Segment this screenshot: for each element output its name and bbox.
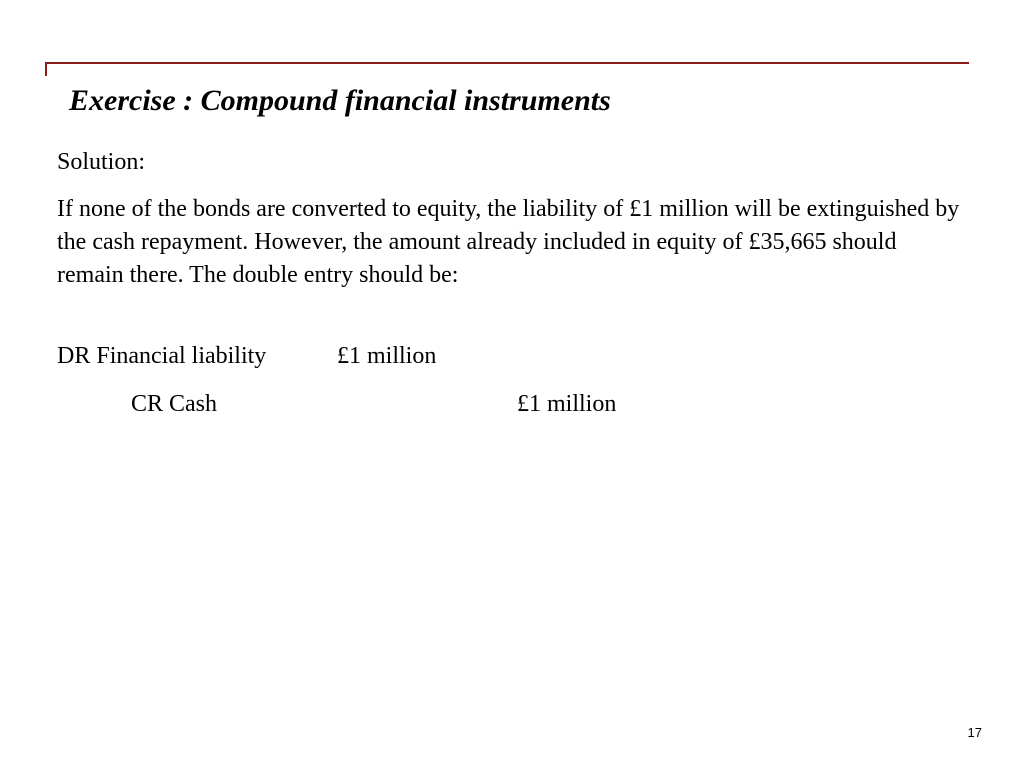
slide-title: Exercise : Compound financial instrument… [69,84,969,118]
page-number: 17 [968,725,982,740]
header-tick-mark [45,62,47,76]
journal-entry-dr-row: DR Financial liability £1 million [57,340,969,373]
solution-paragraph: If none of the bonds are converted to eq… [57,193,969,292]
journal-entry-cr-row: CR Cash £1 million [57,388,969,421]
cr-amount: £1 million [517,388,697,421]
slide-container: Exercise : Compound financial instrument… [0,0,1024,768]
cr-amount-spacer [337,388,517,421]
dr-account-label: DR Financial liability [57,340,337,373]
header-rule-line [45,62,969,64]
dr-amount: £1 million [337,340,517,373]
body-content: Solution: If none of the bonds are conve… [57,146,969,421]
cr-account-label: CR Cash [57,388,337,421]
solution-label: Solution: [57,146,969,179]
